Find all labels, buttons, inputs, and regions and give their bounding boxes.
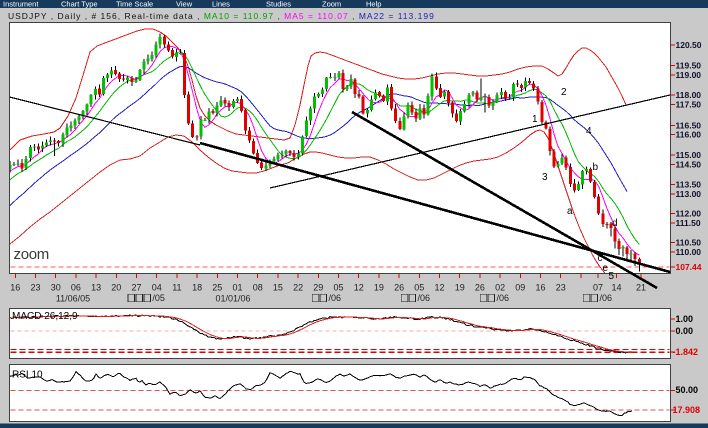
svg-text:12: 12 xyxy=(354,283,364,293)
svg-text:111.50: 111.50 xyxy=(676,218,701,228)
svg-text:04: 04 xyxy=(152,283,162,293)
svg-text:b: b xyxy=(593,162,599,173)
svg-text:09: 09 xyxy=(515,283,525,293)
svg-text:112.00: 112.00 xyxy=(676,209,702,219)
svg-text:Lines: Lines xyxy=(212,0,230,9)
svg-text:20: 20 xyxy=(111,283,121,293)
svg-text:29: 29 xyxy=(313,283,323,293)
svg-text:a: a xyxy=(567,206,573,217)
svg-text:23: 23 xyxy=(556,283,566,293)
svg-text:/06: /06 xyxy=(418,293,431,303)
svg-text:114.50: 114.50 xyxy=(676,160,702,170)
svg-text:21: 21 xyxy=(636,283,646,293)
svg-text:05: 05 xyxy=(333,283,343,293)
svg-text:19: 19 xyxy=(374,283,384,293)
svg-text:17.908: 17.908 xyxy=(673,405,701,415)
svg-text:117.50: 117.50 xyxy=(676,100,702,110)
svg-text:0.00: 0.00 xyxy=(676,326,694,336)
svg-text:5: 5 xyxy=(609,271,615,282)
svg-text:4: 4 xyxy=(586,126,592,137)
svg-text:c: c xyxy=(598,253,603,264)
svg-text:01: 01 xyxy=(232,283,242,293)
svg-text:Zoom: Zoom xyxy=(322,0,341,9)
svg-text:25: 25 xyxy=(212,283,222,293)
svg-text:19: 19 xyxy=(455,283,465,293)
svg-text:01/01/06: 01/01/06 xyxy=(215,294,250,304)
svg-text:-1.842: -1.842 xyxy=(673,347,699,357)
svg-text:118.00: 118.00 xyxy=(676,90,702,100)
svg-text:06: 06 xyxy=(71,283,81,293)
svg-text:Time Scale: Time Scale xyxy=(116,0,153,9)
svg-text:107.44: 107.44 xyxy=(676,262,702,272)
svg-text:1: 1 xyxy=(532,114,538,125)
svg-text:11/06/05: 11/06/05 xyxy=(56,294,90,304)
svg-text:119.00: 119.00 xyxy=(676,70,702,80)
svg-text:zoom: zoom xyxy=(14,246,49,263)
svg-text:116.50: 116.50 xyxy=(676,120,702,130)
svg-text:View: View xyxy=(176,0,193,9)
svg-text:16: 16 xyxy=(535,283,545,293)
svg-text:Instrument: Instrument xyxy=(3,0,39,9)
svg-text:26: 26 xyxy=(475,283,485,293)
svg-text:e: e xyxy=(603,263,609,274)
svg-text:22: 22 xyxy=(293,283,303,293)
svg-text:26: 26 xyxy=(394,283,404,293)
svg-text:14: 14 xyxy=(611,283,621,293)
svg-text:27: 27 xyxy=(131,283,141,293)
svg-text:/05: /05 xyxy=(152,293,165,303)
svg-text:Chart Type: Chart Type xyxy=(61,0,98,9)
svg-text:RSI 10: RSI 10 xyxy=(12,370,43,381)
svg-text:113.00: 113.00 xyxy=(676,189,702,199)
svg-text:23: 23 xyxy=(30,283,40,293)
svg-text:120.50: 120.50 xyxy=(676,40,702,50)
svg-text:15: 15 xyxy=(273,283,283,293)
svg-text:2: 2 xyxy=(561,87,567,98)
svg-text:08: 08 xyxy=(253,283,263,293)
svg-text:18: 18 xyxy=(192,283,202,293)
svg-text:/06: /06 xyxy=(600,293,613,303)
svg-text:110.50: 110.50 xyxy=(676,238,702,248)
svg-text:/06: /06 xyxy=(497,293,510,303)
svg-text:07: 07 xyxy=(593,283,603,293)
svg-text:113.50: 113.50 xyxy=(676,180,702,190)
svg-text:30: 30 xyxy=(51,283,61,293)
svg-text:d: d xyxy=(612,218,618,229)
svg-text:05: 05 xyxy=(414,283,424,293)
svg-text:1.00: 1.00 xyxy=(676,314,694,324)
svg-text:Help: Help xyxy=(366,0,381,9)
svg-text:119.50: 119.50 xyxy=(676,61,702,71)
svg-text:50.00: 50.00 xyxy=(676,385,699,395)
svg-text:11: 11 xyxy=(172,283,181,293)
svg-text:MACD 26,12,9: MACD 26,12,9 xyxy=(12,311,78,322)
svg-text:115.00: 115.00 xyxy=(676,150,702,160)
svg-text:Studies: Studies xyxy=(266,0,291,9)
svg-text:USDJPY , Daily , # 156, Real-t: USDJPY , Daily , # 156, Real-time data ,… xyxy=(8,11,435,21)
svg-text:12: 12 xyxy=(434,283,444,293)
svg-text:3: 3 xyxy=(542,172,548,183)
svg-text:/06: /06 xyxy=(329,293,342,303)
svg-text:110.00: 110.00 xyxy=(676,247,702,257)
svg-text:16: 16 xyxy=(10,283,20,293)
svg-text:02: 02 xyxy=(495,283,505,293)
svg-text:13: 13 xyxy=(91,283,101,293)
svg-text:116.00: 116.00 xyxy=(676,129,702,139)
